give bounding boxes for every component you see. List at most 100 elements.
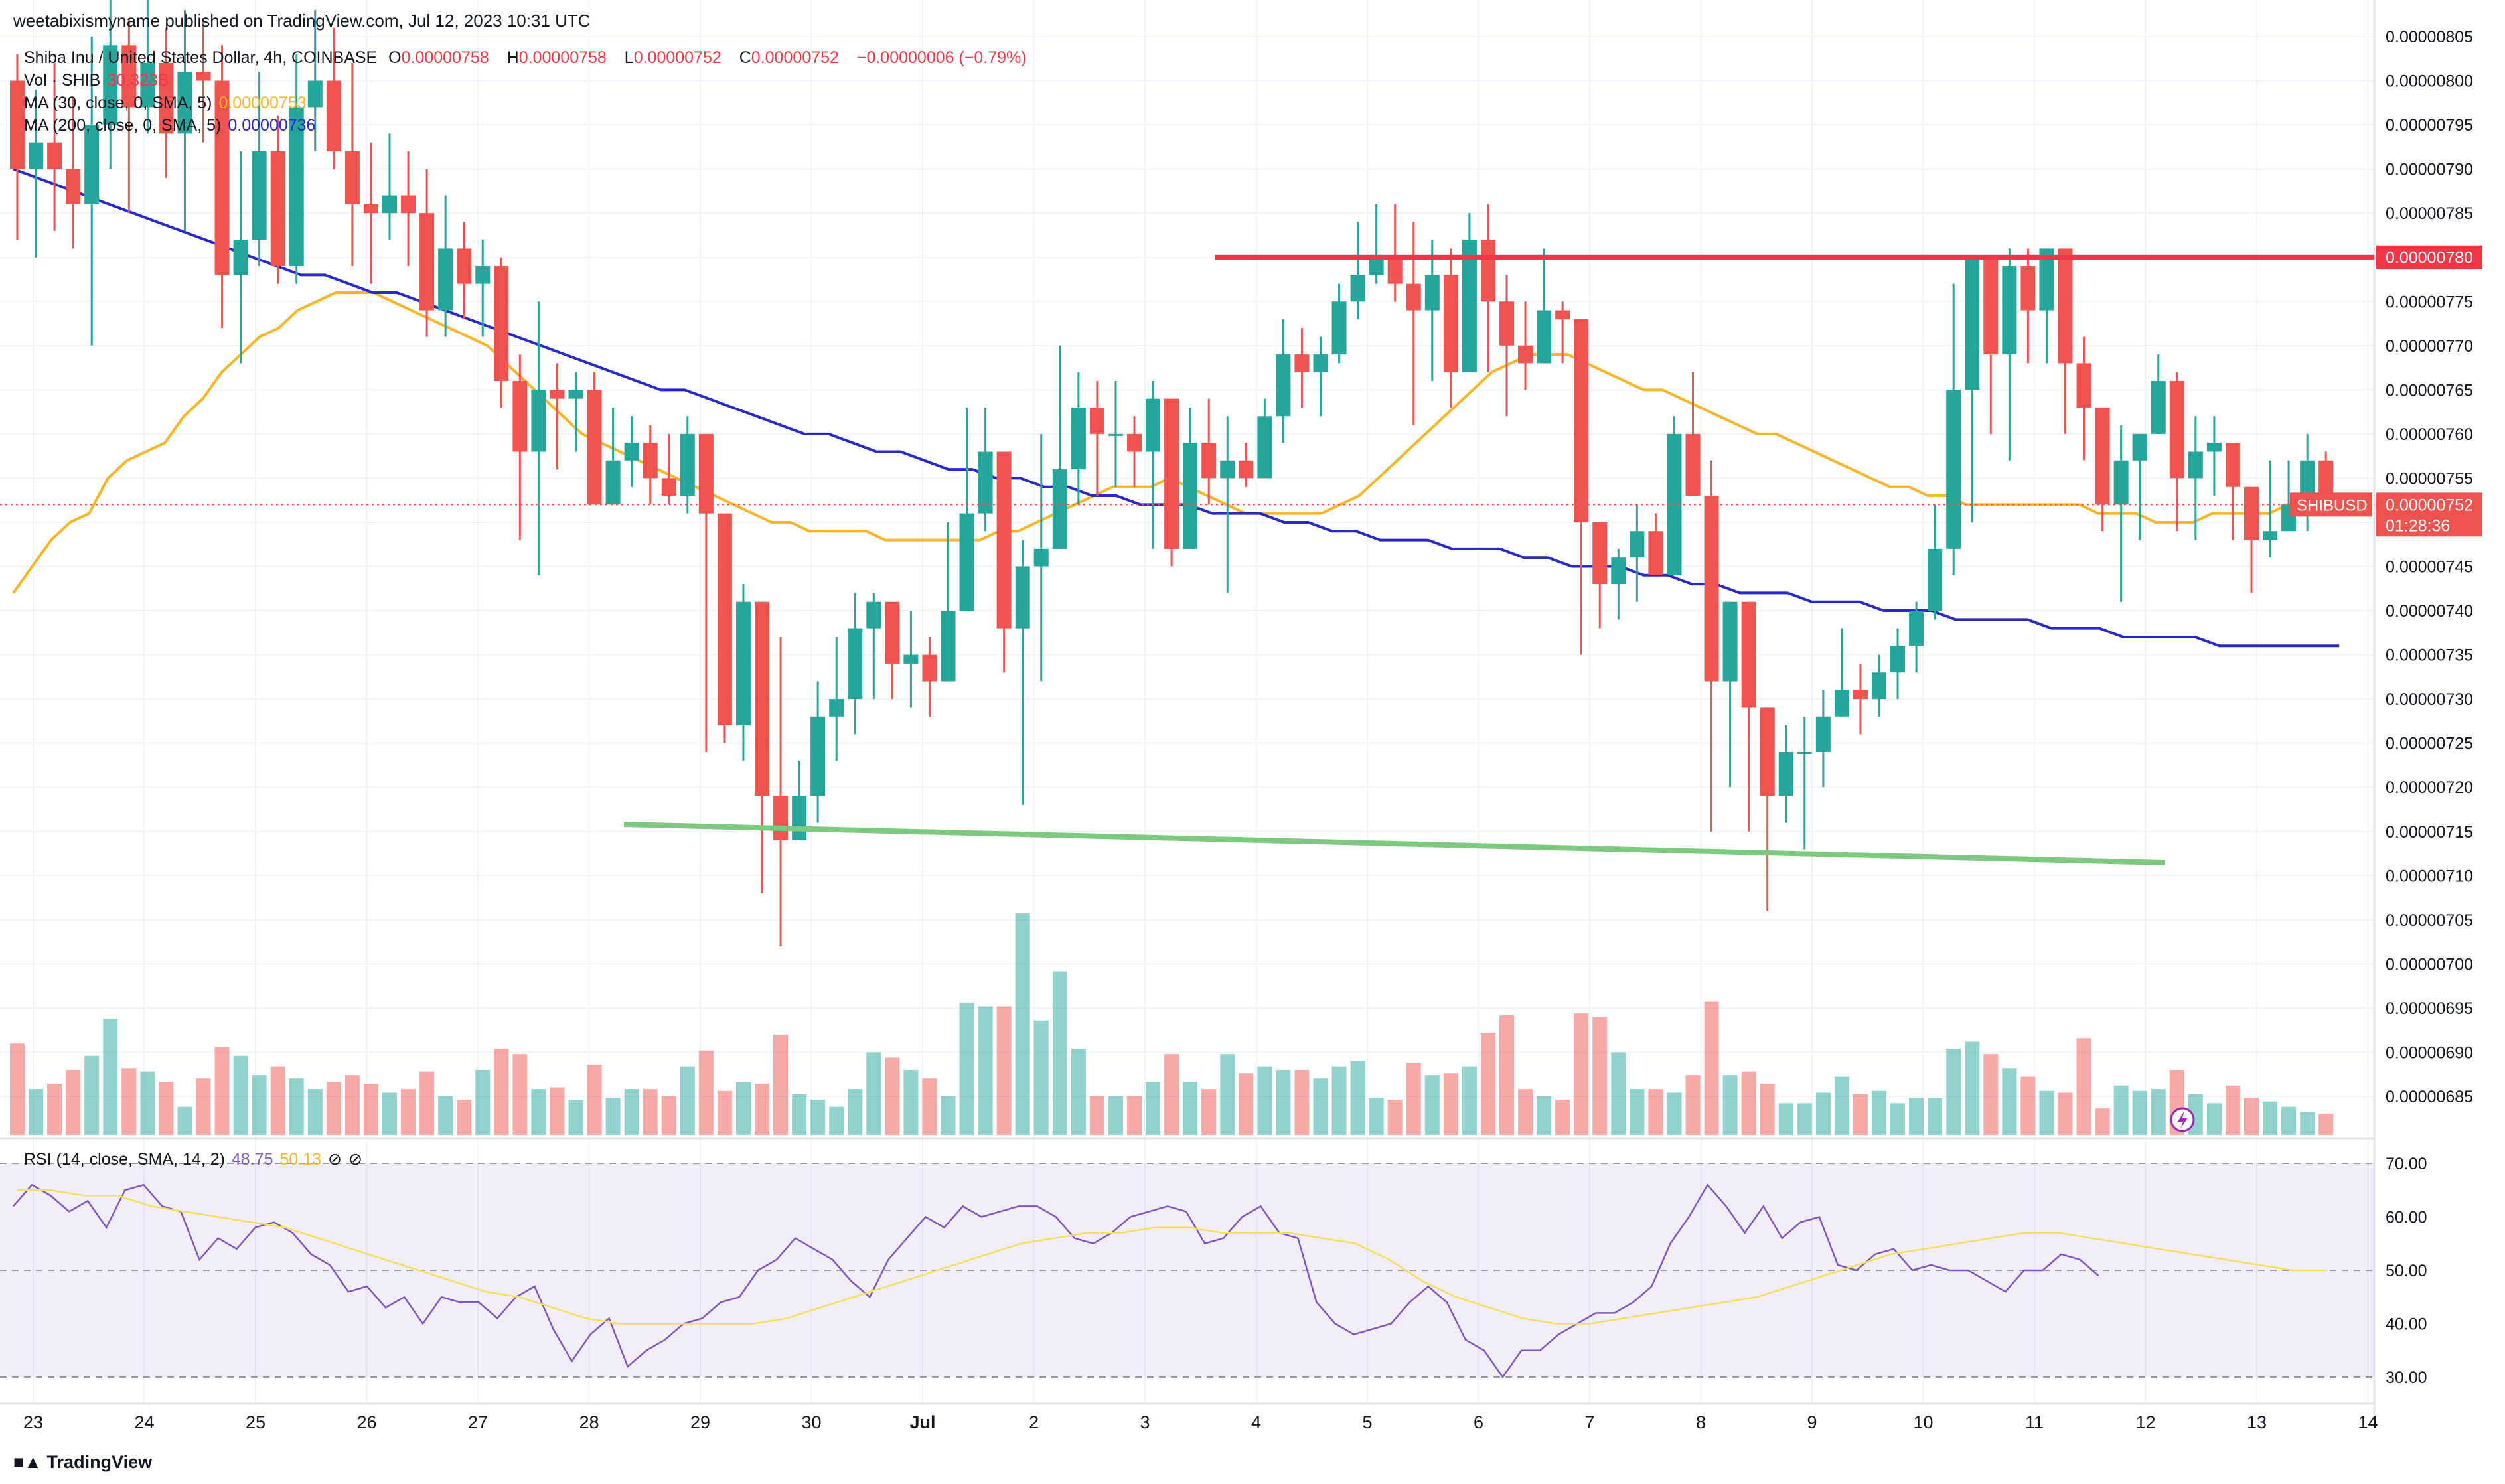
rsi-tick-label: 70.00: [2386, 1155, 2427, 1173]
time-tick-label: 3: [1140, 1412, 1150, 1432]
volume-bar: [1722, 1075, 1738, 1135]
rsi-hide-icon[interactable]: ⊘: [348, 1150, 362, 1169]
volume-bar: [2039, 1090, 2054, 1135]
candle-body: [1834, 690, 1849, 717]
volume-bar: [1071, 1049, 1086, 1135]
time-tick-label: 8: [1696, 1412, 1706, 1432]
candle-body: [1499, 301, 1514, 346]
volume-bar: [29, 1089, 44, 1135]
candle-body: [1704, 496, 1719, 682]
rsi-tick-label: 50.00: [2386, 1262, 2427, 1280]
volume-bar: [159, 1082, 174, 1135]
candle-body: [1387, 257, 1403, 284]
symbol-tag: [2290, 492, 2372, 517]
candle-body: [2244, 486, 2259, 540]
volume-bar: [717, 1090, 732, 1135]
candle-body: [457, 248, 472, 284]
price-tick-label: 0.00000740: [2386, 602, 2473, 621]
volume-bar: [866, 1052, 881, 1135]
symbol-title[interactable]: Shiba Inu / United States Dollar, 4h, CO…: [24, 48, 378, 67]
price-tick-label: 0.00000735: [2386, 646, 2473, 665]
candle-body: [2188, 451, 2203, 479]
rsi-tick-label: 40.00: [2386, 1315, 2427, 1334]
time-tick-label: 28: [579, 1412, 599, 1432]
time-tick-label: 5: [1362, 1412, 1372, 1432]
candle-body: [307, 80, 323, 108]
volume-bar: [1928, 1098, 1943, 1135]
candle-body: [103, 45, 118, 125]
volume-bar: [475, 1069, 491, 1135]
candle-body: [1872, 672, 1886, 700]
volume-bar: [1350, 1061, 1365, 1135]
volume-bar: [1797, 1103, 1812, 1135]
volume-bar: [494, 1049, 509, 1135]
legend-rsi[interactable]: RSI (14, close, SMA, 14, 2) 48.75 50.13 ⊘ ⊘: [24, 1150, 362, 1169]
candle-body: [326, 80, 341, 152]
candle-body: [1592, 522, 1608, 585]
price-tick-label: 0.00000745: [2386, 558, 2473, 577]
volume-bar: [1815, 1092, 1831, 1135]
volume-bar: [1685, 1075, 1701, 1135]
price-tick-label: 0.00000720: [2386, 779, 2473, 797]
candle-body: [29, 142, 44, 169]
volume-bar: [289, 1078, 304, 1135]
time-tick-label: 12: [2135, 1412, 2155, 1432]
price-tick-label: 0.00000695: [2386, 1000, 2473, 1018]
volume-bar: [401, 1089, 416, 1135]
candle-body: [1164, 398, 1179, 549]
price-tags: 0.00000780 SHIBUSD 0.00000752 01:28:36: [2290, 245, 2482, 537]
rsi-settings-icon[interactable]: ⊘: [328, 1150, 342, 1169]
logo-mark-icon: ■▲: [13, 1452, 47, 1472]
rsi-tick-label: 60.00: [2386, 1209, 2427, 1227]
candle-body: [214, 80, 230, 275]
time-axis[interactable]: 23 24 25 26 27 28 29 30 Jul 2 3 4 5 6 7 8 9 10 11 12 13 14: [23, 1412, 2378, 1432]
volume-bar: [1276, 1069, 1291, 1135]
trend-drawings[interactable]: [0, 254, 2374, 1132]
volume-bar: [2225, 1085, 2240, 1135]
price-tick-label: 0.00000770: [2386, 337, 2473, 356]
volume-bar: [885, 1057, 900, 1135]
volume-bar: [2244, 1098, 2259, 1135]
candle-body: [624, 443, 639, 461]
volume-bar: [326, 1082, 341, 1135]
candle-body: [1648, 531, 1663, 575]
candle-body: [66, 169, 81, 204]
volume-bar: [1406, 1063, 1421, 1135]
candle-body: [773, 796, 789, 841]
legend-main: Shiba Inu / United States Dollar, 4h, CO…: [24, 46, 1033, 69]
candle-body: [344, 151, 360, 204]
candle-body: [848, 628, 863, 700]
volume-bar: [1462, 1066, 1477, 1135]
volume-bar: [1630, 1089, 1645, 1135]
price-axis[interactable]: 0.00000685 0.00000690 0.00000695 0.00000700…: [2386, 28, 2473, 1387]
time-tick-label: Jul: [909, 1412, 935, 1432]
volume-bar: [903, 1069, 919, 1135]
volume-bar: [2151, 1089, 2166, 1135]
legend-ma30[interactable]: MA (30, close, 0, SMA, 5) 0.00000753: [24, 94, 307, 112]
legend-volume[interactable]: Vol · SHIB 30.323B: [24, 71, 169, 90]
candle-body: [2225, 443, 2240, 487]
candle-body: [941, 611, 956, 682]
candle-body: [1369, 257, 1384, 275]
volume-bar: [214, 1047, 230, 1135]
ohlc-close: C0.00000752: [739, 48, 839, 67]
volume-bar: [1704, 1001, 1719, 1135]
volume-bar: [66, 1069, 81, 1135]
candle-body: [1480, 240, 1495, 302]
legend-ma200[interactable]: MA (200, close, 0, SMA, 5) 0.00000736: [24, 116, 316, 135]
candle-body: [1462, 240, 1477, 372]
volume-bar: [1890, 1103, 1906, 1135]
price-tick-label: 0.00000790: [2386, 161, 2473, 179]
volume-bar: [922, 1078, 937, 1135]
candles: [10, 0, 2334, 946]
volume-bar: [270, 1066, 285, 1135]
volume-bar: [2058, 1092, 2073, 1135]
price-tick-label: 0.00000795: [2386, 116, 2473, 135]
volume-bar: [978, 1006, 993, 1135]
volume-bar: [1183, 1082, 1198, 1135]
volume-bar: [2132, 1090, 2147, 1135]
volume-bar: [1108, 1096, 1123, 1135]
volume-bar: [1778, 1103, 1793, 1135]
volume-bar: [344, 1075, 360, 1135]
